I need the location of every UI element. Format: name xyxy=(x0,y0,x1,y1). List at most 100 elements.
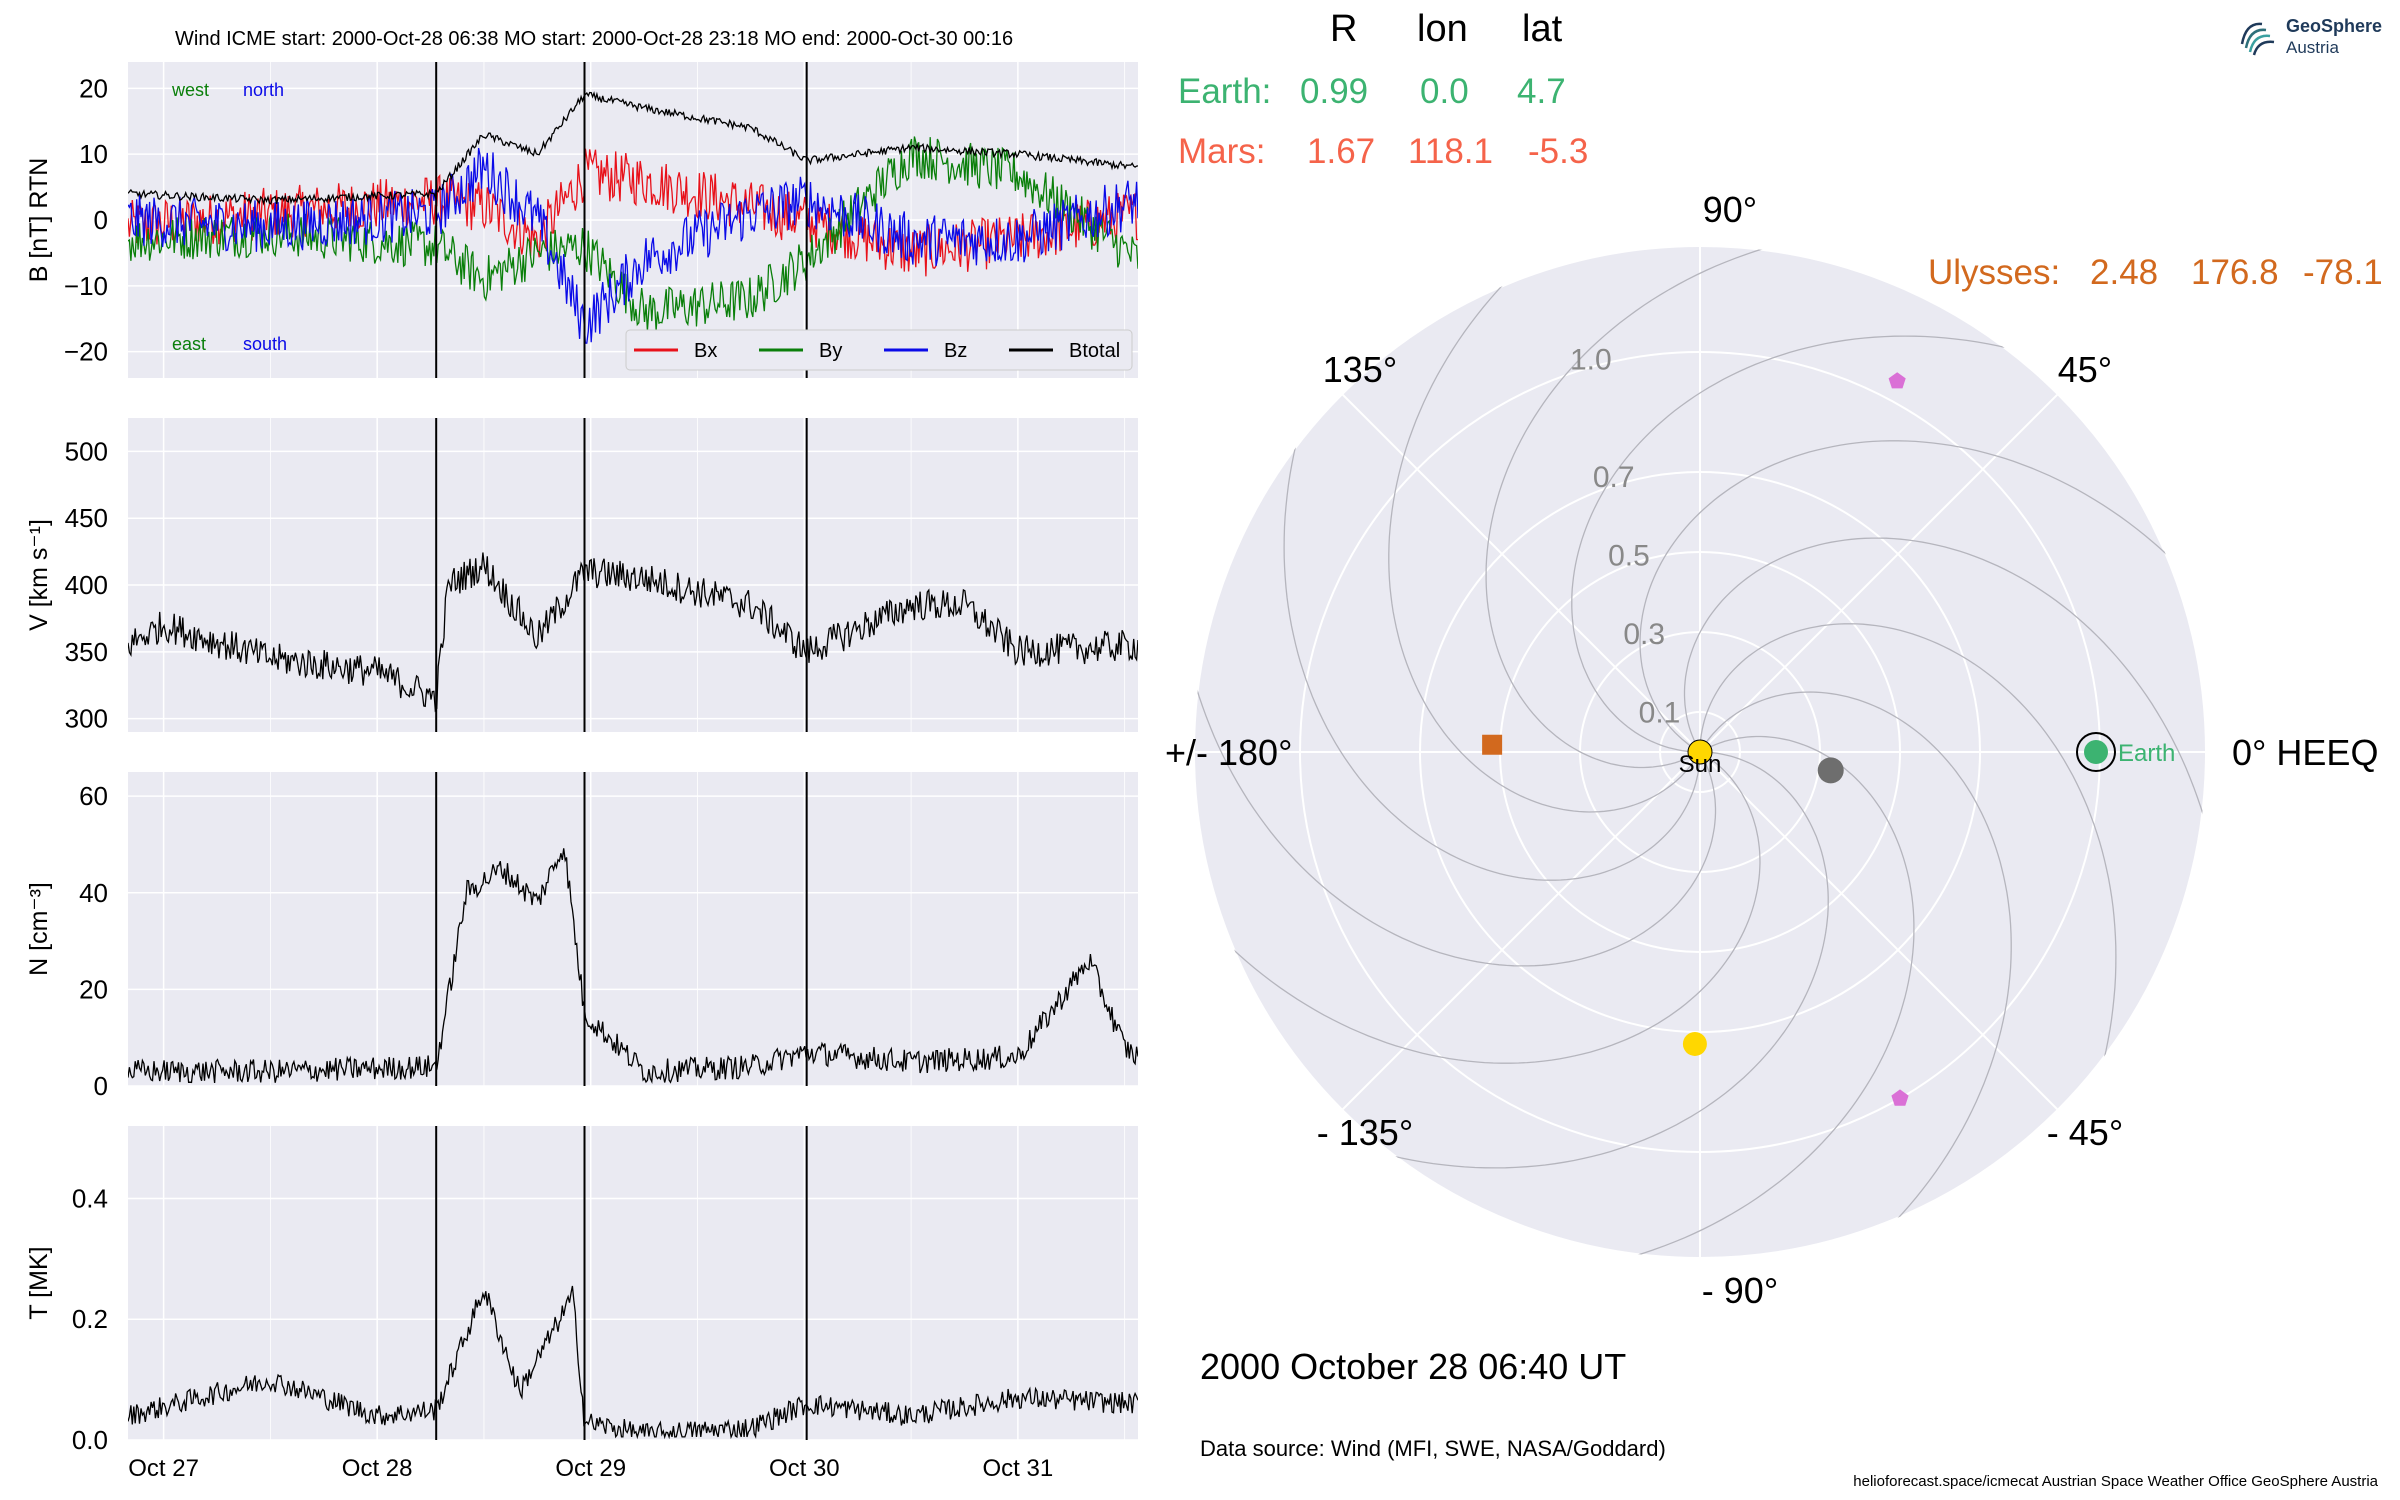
x-tick-label: Oct 28 xyxy=(342,1455,413,1482)
y-tick-label: 10 xyxy=(79,139,108,169)
panel-n: 60 40 20 0 N [cm⁻³] xyxy=(25,772,1138,1101)
y-axis-label: T [MK] xyxy=(25,1246,53,1319)
parker-spiral-line xyxy=(1639,440,2206,753)
y-tick-label: 20 xyxy=(79,73,108,103)
y-tick-label: 20 xyxy=(79,974,108,1004)
earth-lon: 0.0 xyxy=(1420,72,1469,111)
parker-spiral-line xyxy=(1683,537,2206,896)
panel-t: 0.4 0.2 0.0 T [MK] xyxy=(25,1126,1138,1455)
radial-tick-label: 0.5 xyxy=(1608,540,1650,573)
mars-lat: -5.3 xyxy=(1528,132,1589,171)
label-east: east xyxy=(172,334,206,354)
y-tick-label: 400 xyxy=(65,570,108,600)
label-south: south xyxy=(243,334,287,354)
y-tick-label: 0.2 xyxy=(72,1304,108,1334)
y-tick-label: 0.4 xyxy=(72,1183,108,1213)
mars-lon: 118.1 xyxy=(1408,132,1493,171)
x-tick-label: Oct 30 xyxy=(769,1455,840,1482)
panel-v-background xyxy=(128,418,1138,732)
geosphere-logo: GeoSphere Austria xyxy=(2236,10,2382,64)
panel-t-background xyxy=(128,1126,1138,1440)
earth-label: Earth: xyxy=(1178,72,1272,111)
mars-label: Mars: xyxy=(1178,132,1266,171)
spacecraft-a-marker xyxy=(1888,372,1906,389)
ulysses-r: 2.48 xyxy=(2090,253,2159,292)
polar-spoke xyxy=(1341,393,1701,753)
y-tick-label: 0 xyxy=(94,1071,108,1101)
legend-label-btotal: Btotal xyxy=(1069,340,1120,362)
polar-plot: 0.1 0.3 0.5 0.7 1.0 0° HEEQ 45° 90° 135° +/- 180°… xyxy=(1165,189,2378,1311)
series-line-bx xyxy=(128,148,1138,277)
radial-tick-label: 0.3 xyxy=(1623,618,1665,651)
ulysses-lon: 176.8 xyxy=(2191,253,2279,292)
earth-lat: 4.7 xyxy=(1517,72,1566,111)
series-line-btotal xyxy=(128,91,1138,206)
y-tick-label: 40 xyxy=(79,878,108,908)
mercury-marker xyxy=(1817,757,1844,784)
venus-marker xyxy=(1682,1031,1707,1056)
y-axis-label: B [nT] RTN xyxy=(25,158,53,283)
y-tick-label: 0.0 xyxy=(72,1425,108,1455)
y-axis-label: N [cm⁻³] xyxy=(25,882,53,976)
y-tick-label: 450 xyxy=(65,503,108,533)
angle-label: 135° xyxy=(1323,349,1397,390)
angle-label: 90° xyxy=(1703,189,1757,230)
label-north: north xyxy=(243,80,284,100)
positions-header-lat: lat xyxy=(1522,8,1563,50)
radial-tick-label: 1.0 xyxy=(1570,343,1612,376)
y-tick-label: 60 xyxy=(79,781,108,811)
date-time-label: 2000 October 28 06:40 UT xyxy=(1200,1346,1627,1387)
ulysses-label: Ulysses: xyxy=(1928,253,2061,292)
earth-r: 0.99 xyxy=(1300,72,1369,111)
positions-header-lon: lon xyxy=(1417,8,1468,50)
series-line-t xyxy=(128,1285,1138,1440)
logo-name: GeoSphere xyxy=(2286,16,2383,36)
label-west: west xyxy=(171,80,209,100)
panel-b: 20 10 0 −10 −20 B [nT] RTN xyxy=(25,62,1138,378)
angle-label: 0° HEEQ xyxy=(2232,732,2378,773)
data-source-label: Data source: Wind (MFI, SWE, NASA/Goddar… xyxy=(1200,1436,1666,1461)
angle-label: - 90° xyxy=(1702,1270,1778,1311)
radial-tick-label: 0.1 xyxy=(1639,697,1681,730)
polar-spoke xyxy=(1699,751,2059,1111)
y-tick-label: 500 xyxy=(65,436,108,466)
radial-tick-label: 0.7 xyxy=(1593,461,1635,494)
footer-credits: helioforecast.space/icmecat Austrian Spa… xyxy=(1853,1473,2378,1490)
parker-spiral-line xyxy=(1283,367,1701,881)
angle-label: +/- 180° xyxy=(1165,732,1292,773)
parker-spiral-line xyxy=(1556,735,1915,1258)
event-header-title: Wind ICME start: 2000-Oct-28 06:38 MO st… xyxy=(175,28,1014,50)
ulysses-lat: -78.1 xyxy=(2303,253,2383,292)
earth-ring-marker xyxy=(2076,732,2116,772)
polar-spoke xyxy=(1699,393,2059,753)
y-axis-label: V [km s⁻¹] xyxy=(25,519,53,631)
y-tick-label: −20 xyxy=(64,337,108,367)
y-tick-label: 0 xyxy=(94,205,108,235)
angle-label: - 135° xyxy=(1317,1112,1413,1153)
earth-marker xyxy=(2084,740,2108,764)
positions-header-r: R xyxy=(1330,8,1358,50)
y-tick-label: −10 xyxy=(64,271,108,301)
parker-spiral-line xyxy=(1194,608,1717,967)
y-tick-label: 350 xyxy=(65,637,108,667)
parker-spiral-line xyxy=(1194,751,1761,1064)
parker-spiral-line xyxy=(1388,246,1701,813)
legend-label-bz: Bz xyxy=(944,340,967,362)
y-tick-label: 300 xyxy=(65,704,108,734)
logo-subtitle: Austria xyxy=(2286,38,2339,57)
angle-label: 45° xyxy=(2058,349,2112,390)
parker-spiral-line xyxy=(1571,335,2085,753)
sun-marker xyxy=(1687,739,1713,765)
legend: Bx By Bz Btotal xyxy=(625,329,1133,371)
legend-label-by: By xyxy=(819,340,842,362)
sun-marker-label: Sun xyxy=(1679,751,1722,778)
parker-spiral-line xyxy=(1315,751,1829,1169)
legend-box xyxy=(625,329,1133,371)
parker-spiral-line xyxy=(1699,623,2117,1137)
series-line-v xyxy=(128,552,1138,713)
spacecraft-b-marker xyxy=(1891,1089,1909,1106)
legend-label-bx: Bx xyxy=(694,340,717,362)
parker-spiral-line xyxy=(1699,691,2012,1258)
angle-label: - 45° xyxy=(2047,1112,2123,1153)
mars-marker xyxy=(1482,734,1503,755)
